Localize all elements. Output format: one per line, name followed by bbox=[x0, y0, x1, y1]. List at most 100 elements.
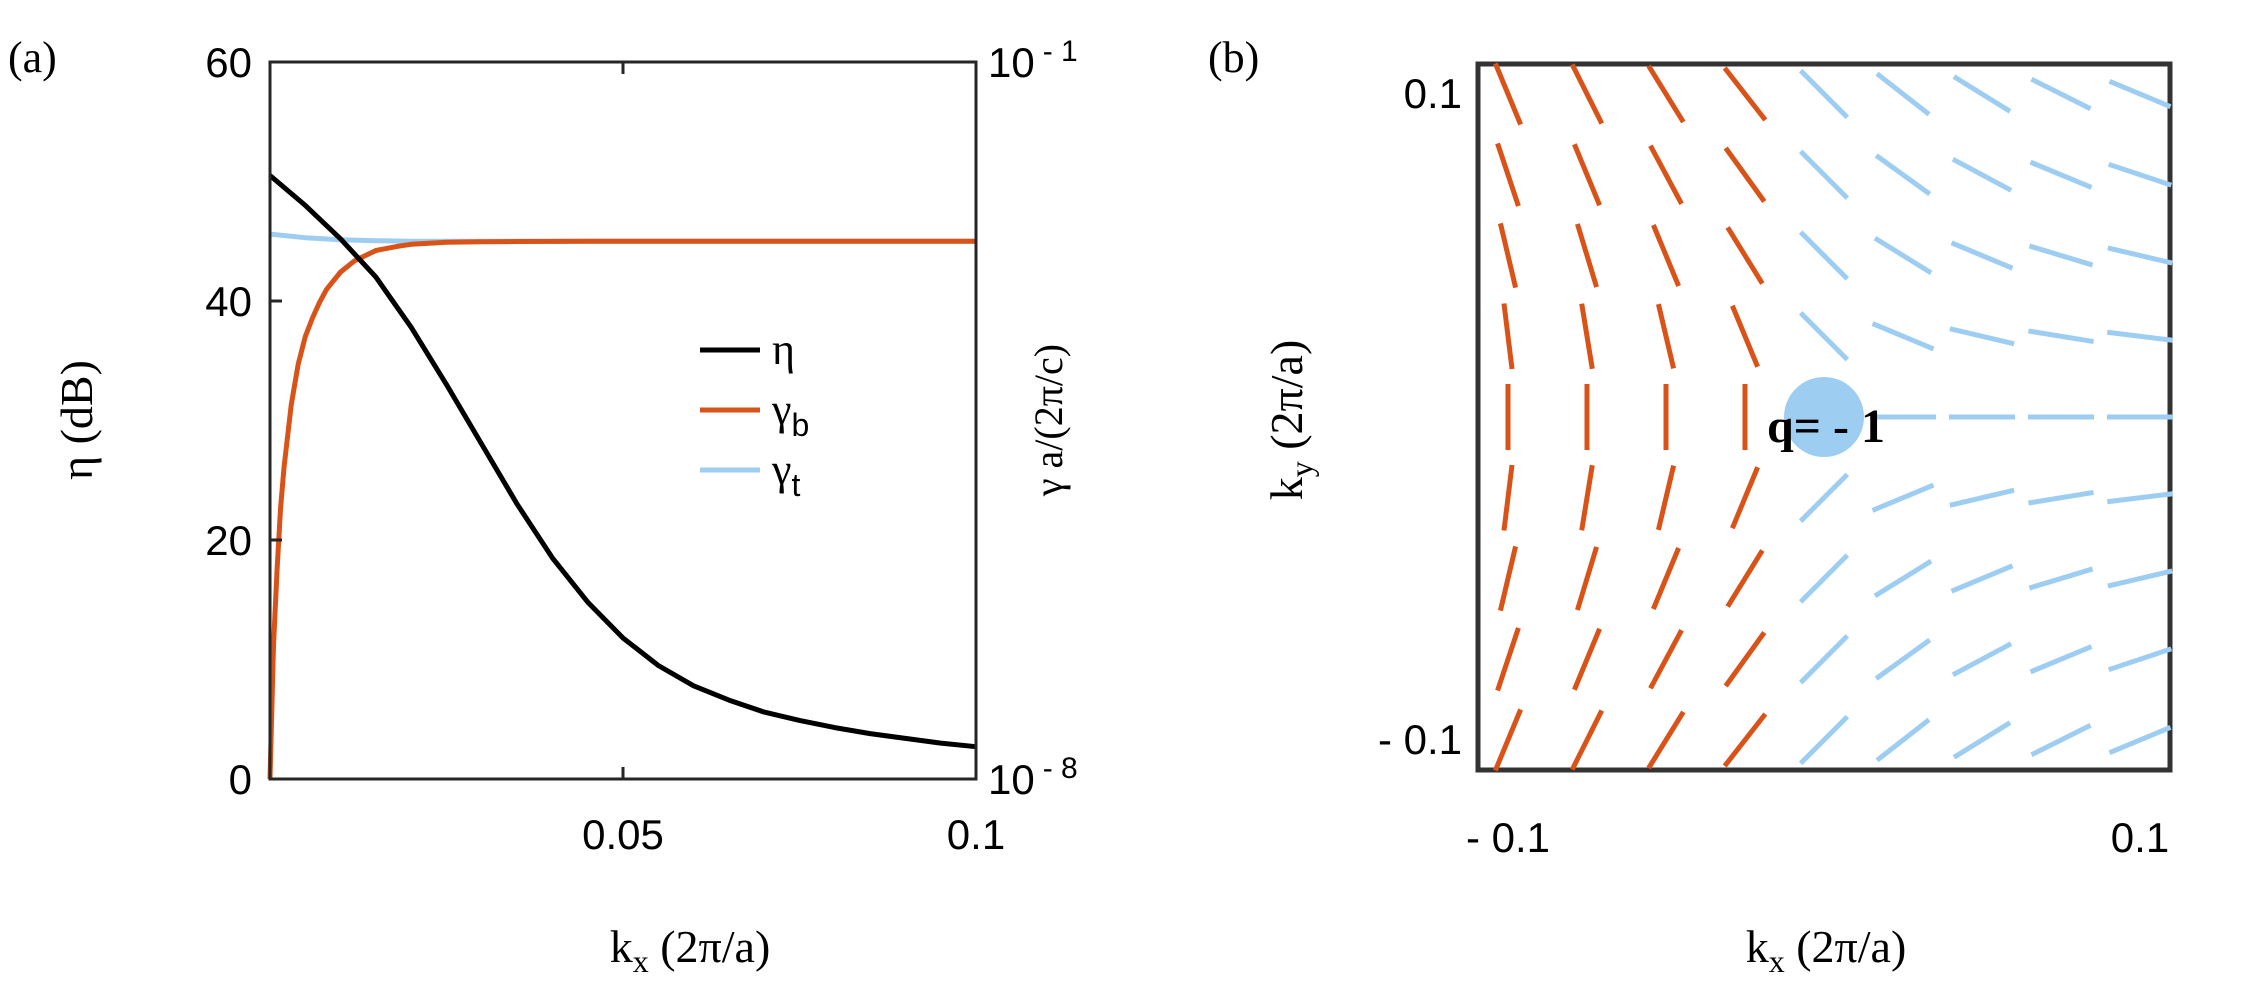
panel-a-right-y-axis-label: γ a/(2π/c) bbox=[1026, 344, 1071, 497]
polarization-segment bbox=[1646, 64, 1686, 124]
polarization-segment bbox=[1730, 304, 1760, 368]
y-tick-label-left: 60 bbox=[205, 39, 252, 86]
polarization-segment bbox=[1572, 143, 1602, 207]
polarization-segment bbox=[2029, 644, 2093, 675]
polarization-segment bbox=[1874, 153, 1932, 197]
polarization-segment bbox=[2107, 568, 2173, 589]
panel-b-label: (b) bbox=[1208, 33, 1259, 82]
polarization-segment bbox=[1655, 303, 1677, 369]
polarization-segment bbox=[1722, 66, 1768, 122]
polarization-segment bbox=[1871, 321, 1935, 352]
y-tick-label-left: 20 bbox=[205, 517, 252, 564]
polarization-segment bbox=[1651, 224, 1681, 287]
polarization-segment bbox=[1723, 146, 1767, 203]
polarization-segment bbox=[1725, 226, 1765, 285]
panel-b-x-axis-label: kx (2π/a) bbox=[1746, 921, 1907, 979]
polarization-segment bbox=[1798, 311, 1850, 362]
polarization-segment bbox=[1495, 142, 1521, 207]
y-tick-label-right: 10- 1 bbox=[988, 35, 1078, 86]
singularity-marker bbox=[1784, 377, 1864, 457]
polarization-segment bbox=[2028, 566, 2094, 591]
polarization-segment bbox=[2107, 245, 2173, 266]
polarization-segment bbox=[1952, 74, 2012, 114]
y-tick-label: - 0.1 bbox=[1378, 716, 1462, 763]
panel-a: (a) 0.05 0.1 0 20 40 60 10- 1 10- 8 kx (2π/a) η… bbox=[8, 33, 1078, 979]
polarization-segment bbox=[1570, 63, 1604, 125]
polarization-segment bbox=[1725, 549, 1765, 608]
polarization-segment bbox=[1572, 627, 1602, 691]
polarization-segment bbox=[1873, 559, 1933, 598]
y-tick-label: 0.1 bbox=[1404, 70, 1462, 117]
polarization-segment bbox=[1951, 641, 2013, 678]
panel-a-left-y-axis-label: η (dB) bbox=[51, 360, 102, 480]
polarization-segment bbox=[1579, 303, 1595, 370]
polarization-segment bbox=[1875, 717, 1931, 763]
panel-a-axes-box bbox=[268, 60, 978, 781]
x-tick-label: 0.1 bbox=[2111, 814, 2169, 861]
polarization-segment bbox=[1501, 303, 1515, 370]
polarization-segment bbox=[1871, 482, 1935, 513]
panel-b-polarization-field bbox=[1493, 62, 2174, 772]
polarization-segment bbox=[1646, 710, 1686, 770]
polarization-segment bbox=[1798, 553, 1850, 604]
panel-a-label: (a) bbox=[8, 33, 57, 82]
polarization-segment bbox=[2108, 79, 2172, 109]
polarization-segment bbox=[1950, 563, 2014, 594]
polarization-segment bbox=[2106, 491, 2174, 505]
polarization-segment bbox=[1798, 634, 1850, 685]
polarization-segment bbox=[2107, 161, 2173, 188]
polarization-segment bbox=[1579, 464, 1595, 531]
polarization-segment bbox=[2030, 77, 2092, 111]
polarization-segment bbox=[1575, 546, 1599, 611]
polarization-segment bbox=[1950, 240, 2014, 271]
polarization-segment bbox=[1495, 627, 1521, 692]
polarization-segment bbox=[1722, 712, 1768, 768]
polarization-segment bbox=[1493, 62, 1523, 126]
polarization-segment bbox=[1497, 222, 1519, 289]
polarization-segment bbox=[2107, 646, 2173, 673]
polarization-segment bbox=[1798, 149, 1850, 200]
polarization-segment bbox=[1874, 637, 1932, 681]
polarization-segment bbox=[1575, 223, 1599, 288]
polarization-segment bbox=[2106, 329, 2174, 343]
polarization-segment bbox=[1798, 714, 1850, 766]
polarization-segment bbox=[1723, 631, 1767, 688]
panel-b-ticks: - 0.1 0.1 - 0.1 0.1 bbox=[1378, 70, 2169, 861]
x-tick-label: 0.1 bbox=[947, 811, 1005, 858]
polarization-segment bbox=[2028, 328, 2094, 345]
polarization-segment bbox=[1497, 545, 1519, 612]
polarization-segment bbox=[1798, 230, 1850, 281]
panel-b-y-axis-label: ky (2π/a) bbox=[1261, 340, 1319, 501]
polarization-segment bbox=[1798, 472, 1850, 523]
panel-a-ticks: 0.05 0.1 0 20 40 60 10- 1 10- 8 bbox=[205, 35, 1077, 858]
polarization-segment bbox=[1648, 628, 1684, 690]
polarization-segment bbox=[1655, 465, 1677, 531]
polarization-segment bbox=[1951, 156, 2013, 193]
polarization-segment bbox=[1798, 68, 1850, 120]
legend-label-gamma_t: γt bbox=[771, 445, 800, 503]
y-tick-label-right: 10- 8 bbox=[988, 752, 1078, 803]
polarization-segment bbox=[1730, 466, 1760, 530]
panel-b: (b) q= - 1 - 0.1 0.1 - 0.1 0.1 kx (2π/a) ky… bbox=[1208, 33, 2174, 979]
polarization-segment bbox=[1648, 144, 1684, 206]
polarization-segment bbox=[1949, 487, 2015, 508]
panel-a-plot-area bbox=[267, 173, 977, 780]
polarization-segment bbox=[2108, 725, 2172, 755]
series-line-eta bbox=[268, 173, 977, 750]
polarization-segment bbox=[1651, 547, 1681, 610]
y-tick-label-left: 0 bbox=[229, 756, 252, 803]
series-line-gamma_b bbox=[267, 238, 976, 780]
polarization-segment bbox=[1570, 709, 1604, 771]
polarization-segment bbox=[2029, 159, 2093, 190]
topological-charge-annotation: q= - 1 bbox=[1767, 400, 1885, 453]
legend-label-gamma_b: γb bbox=[771, 385, 809, 443]
polarization-segment bbox=[2028, 489, 2094, 506]
x-tick-label: - 0.1 bbox=[1466, 814, 1550, 861]
polarization-segment bbox=[1952, 720, 2012, 760]
panel-a-x-axis-label: kx (2π/a) bbox=[610, 921, 771, 979]
polarization-segment bbox=[2030, 723, 2092, 757]
polarization-segment bbox=[1875, 71, 1931, 117]
y-tick-label-left: 40 bbox=[205, 278, 252, 325]
